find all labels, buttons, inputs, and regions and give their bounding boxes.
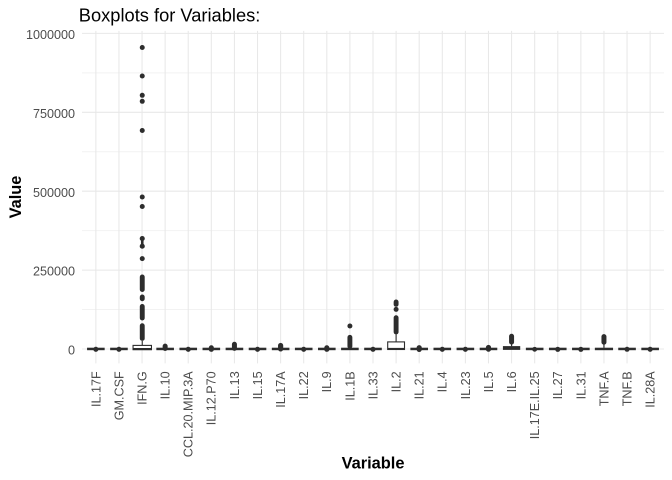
svg-text:Variable: Variable [342,455,405,473]
svg-text:IL.6: IL.6 [505,371,519,392]
svg-text:IFN.G: IFN.G [135,371,149,405]
svg-text:CCL.20.MIP.3A: CCL.20.MIP.3A [182,371,196,457]
svg-text:IL.17F: IL.17F [89,371,103,407]
svg-text:1000000: 1000000 [26,28,75,42]
svg-text:Value: Value [7,176,25,219]
svg-text:GM.CSF: GM.CSF [112,371,126,420]
svg-text:IL.12.P70: IL.12.P70 [205,371,219,425]
svg-text:IL.1B: IL.1B [343,371,357,400]
svg-text:IL.28A: IL.28A [644,371,658,408]
svg-text:IL.9: IL.9 [320,371,334,392]
svg-text:IL.4: IL.4 [436,371,450,392]
svg-text:IL.17E.IL.25: IL.17E.IL.25 [528,371,542,439]
svg-text:IL.31: IL.31 [574,371,588,399]
svg-text:0: 0 [68,344,75,358]
svg-text:500000: 500000 [33,186,75,200]
svg-text:IL.33: IL.33 [366,371,380,399]
svg-text:IL.5: IL.5 [482,371,496,392]
svg-text:250000: 250000 [33,265,75,279]
svg-text:TNF.B: TNF.B [620,371,634,406]
svg-text:IL.23: IL.23 [459,371,473,399]
svg-text:IL.21: IL.21 [413,371,427,399]
svg-text:IL.22: IL.22 [297,371,311,399]
svg-text:IL.13: IL.13 [228,371,242,399]
svg-text:IL.17A: IL.17A [274,371,288,408]
svg-text:IL.10: IL.10 [159,371,173,399]
svg-text:IL.15: IL.15 [251,371,265,399]
svg-text:TNF.A: TNF.A [597,371,611,407]
svg-text:IL.27: IL.27 [551,371,565,399]
svg-text:IL.2: IL.2 [390,371,404,392]
svg-text:Boxplots for Variables:: Boxplots for Variables: [79,5,261,26]
svg-text:750000: 750000 [33,107,75,121]
